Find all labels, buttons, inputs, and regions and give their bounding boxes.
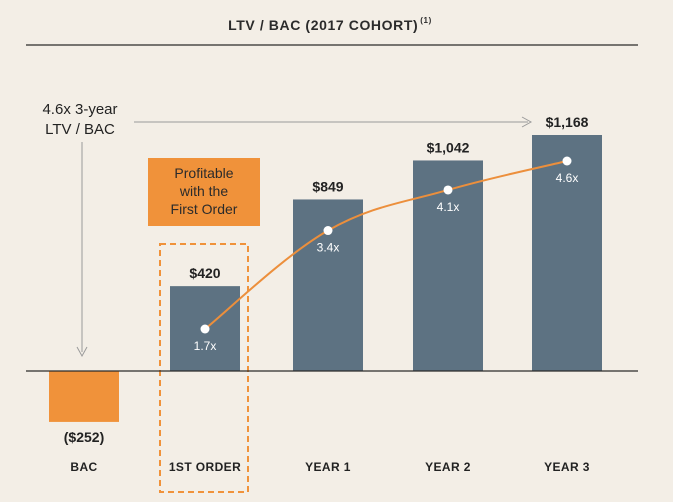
ltv-multiple-label-0: 1.7x [194, 339, 217, 353]
callout-line-1: Profitable [174, 165, 233, 181]
callout-line-3: First Order [171, 201, 238, 217]
annotation-arrows [76, 116, 533, 358]
category-label-1: 1ST ORDER [169, 460, 241, 474]
first-order-highlight-box [159, 243, 249, 493]
bar-value-label-0: ($252) [64, 429, 104, 445]
ltv-multiple-label-2: 4.1x [437, 200, 460, 214]
bar-value-label-3: $1,042 [427, 139, 470, 155]
bar-2 [293, 199, 363, 371]
category-label-4: YEAR 3 [544, 460, 590, 474]
ltv-multiple-point-3 [562, 156, 572, 166]
bar-4 [532, 135, 602, 371]
chart-title-main: LTV / BAC (2017 COHORT) [228, 17, 418, 33]
ltv-multiple-line [204, 160, 568, 330]
ltv-multiple-line-layer: 1.7x 3.4x 4.1x 4.6x [194, 156, 579, 353]
callout-box [148, 158, 260, 226]
category-label-3: YEAR 2 [425, 460, 471, 474]
labels-layer: ($252) BAC $420 1ST ORDER $849 YEAR 1 $1,042 YE… [64, 114, 590, 474]
ltv-multiple-point-2 [443, 185, 453, 195]
ltv-multiple-point-0 [200, 324, 210, 334]
ltv-multiple-label-3: 4.6x [556, 171, 579, 185]
ltv-multiple-point-1 [323, 226, 333, 236]
chart-title-footnote: (1) [420, 16, 432, 25]
callout-line-2: with the [179, 183, 228, 199]
down-arrow-head [76, 346, 88, 358]
category-label-2: YEAR 1 [305, 460, 351, 474]
bar-value-label-1: $420 [189, 265, 220, 281]
left-annotation-line-1: 4.6x 3-year [42, 101, 117, 118]
left-annotation-line-2: LTV / BAC [45, 121, 115, 138]
right-arrow-head [521, 116, 533, 128]
bar-0 [49, 371, 119, 422]
ltv-multiple-label-1: 3.4x [317, 241, 340, 255]
bar-value-label-4: $1,168 [546, 114, 589, 130]
bar-value-label-2: $849 [312, 178, 343, 194]
chart-title: LTV / BAC (2017 COHORT) (1) [228, 16, 432, 33]
category-label-0: BAC [70, 460, 97, 474]
